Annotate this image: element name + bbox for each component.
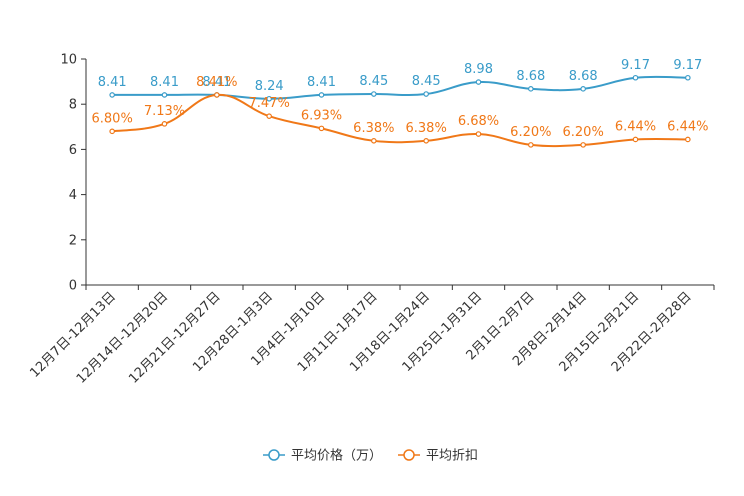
- data-point[interactable]: [580, 142, 586, 148]
- series-layer: [109, 74, 691, 148]
- data-label: 8.41%: [196, 75, 237, 90]
- legend-marker-icon: [268, 449, 280, 461]
- legend-marker-icon: [403, 449, 415, 461]
- data-label: 9.17: [673, 58, 702, 73]
- legend[interactable]: 平均价格（万） 平均折扣: [263, 448, 478, 464]
- data-label: 8.41: [202, 75, 231, 90]
- legend-label: 平均价格（万）: [291, 448, 382, 464]
- data-label: 6.44%: [667, 119, 708, 134]
- data-label: 8.98: [464, 62, 493, 77]
- y-tick-label: 10: [60, 53, 77, 68]
- legend-item-1[interactable]: 平均折扣: [398, 449, 478, 464]
- data-point[interactable]: [632, 136, 639, 143]
- data-point[interactable]: [632, 74, 639, 81]
- x-tick-label: 12月21日-12月27日: [126, 289, 223, 386]
- data-label: 6.68%: [458, 114, 499, 129]
- data-label: 8.68: [569, 69, 598, 84]
- data-point[interactable]: [685, 74, 691, 81]
- data-label: 6.80%: [92, 111, 133, 126]
- data-point[interactable]: [109, 128, 115, 135]
- data-point[interactable]: [528, 142, 534, 148]
- y-tick-label: 4: [69, 188, 77, 203]
- data-label: 8.45: [412, 74, 441, 89]
- data-label: 8.41: [307, 75, 336, 90]
- y-tick-label: 8: [69, 98, 77, 113]
- data-label: 6.38%: [353, 121, 394, 136]
- data-label: 8.41: [150, 75, 179, 90]
- data-label: 7.47%: [249, 96, 290, 111]
- data-point[interactable]: [371, 138, 377, 144]
- data-point[interactable]: [214, 92, 220, 98]
- data-point[interactable]: [266, 95, 272, 102]
- data-label: 8.45: [359, 74, 388, 89]
- data-point[interactable]: [371, 91, 377, 97]
- data-label: 9.17: [621, 58, 650, 73]
- data-label: 8.41: [98, 75, 127, 90]
- legend-item-0[interactable]: 平均价格（万）: [263, 448, 382, 464]
- data-label: 8.68: [516, 69, 545, 84]
- data-point[interactable]: [580, 86, 586, 92]
- data-point[interactable]: [161, 92, 168, 98]
- x-tick-label: 12月7日-12月13日: [27, 289, 119, 381]
- y-tick-label: 2: [69, 233, 77, 248]
- x-tick-label: 12月14日-12月20日: [74, 289, 171, 386]
- data-point[interactable]: [318, 92, 325, 98]
- data-point[interactable]: [685, 136, 691, 143]
- data-label: 6.38%: [406, 121, 447, 136]
- data-point[interactable]: [423, 138, 429, 144]
- data-label: 7.13%: [144, 104, 185, 119]
- data-point[interactable]: [475, 79, 482, 85]
- data-point[interactable]: [266, 113, 272, 119]
- data-point[interactable]: [423, 91, 429, 97]
- y-tick-label: 0: [69, 279, 77, 294]
- data-label: 8.24: [255, 79, 284, 94]
- data-label: 6.20%: [563, 125, 604, 140]
- data-label: 6.20%: [510, 125, 551, 140]
- y-tick-label: 6: [69, 143, 77, 158]
- data-point[interactable]: [475, 131, 482, 137]
- series-line-1: [112, 93, 688, 148]
- data-point[interactable]: [161, 121, 168, 127]
- legend-label: 平均折扣: [426, 449, 478, 464]
- data-point[interactable]: [528, 86, 534, 92]
- data-point[interactable]: [318, 125, 325, 132]
- data-point[interactable]: [109, 92, 115, 98]
- data-labels: 8.41 8.41 8.41 8.24 8.41 8.45 8.45 8.98 8.68 8.68…: [92, 58, 709, 140]
- data-label: 6.44%: [615, 119, 656, 134]
- axes: 0 2 4 6 8 10 12月7日-12月13日12月14日-12月20日12月21日-1…: [27, 53, 715, 387]
- data-label: 6.93%: [301, 108, 342, 123]
